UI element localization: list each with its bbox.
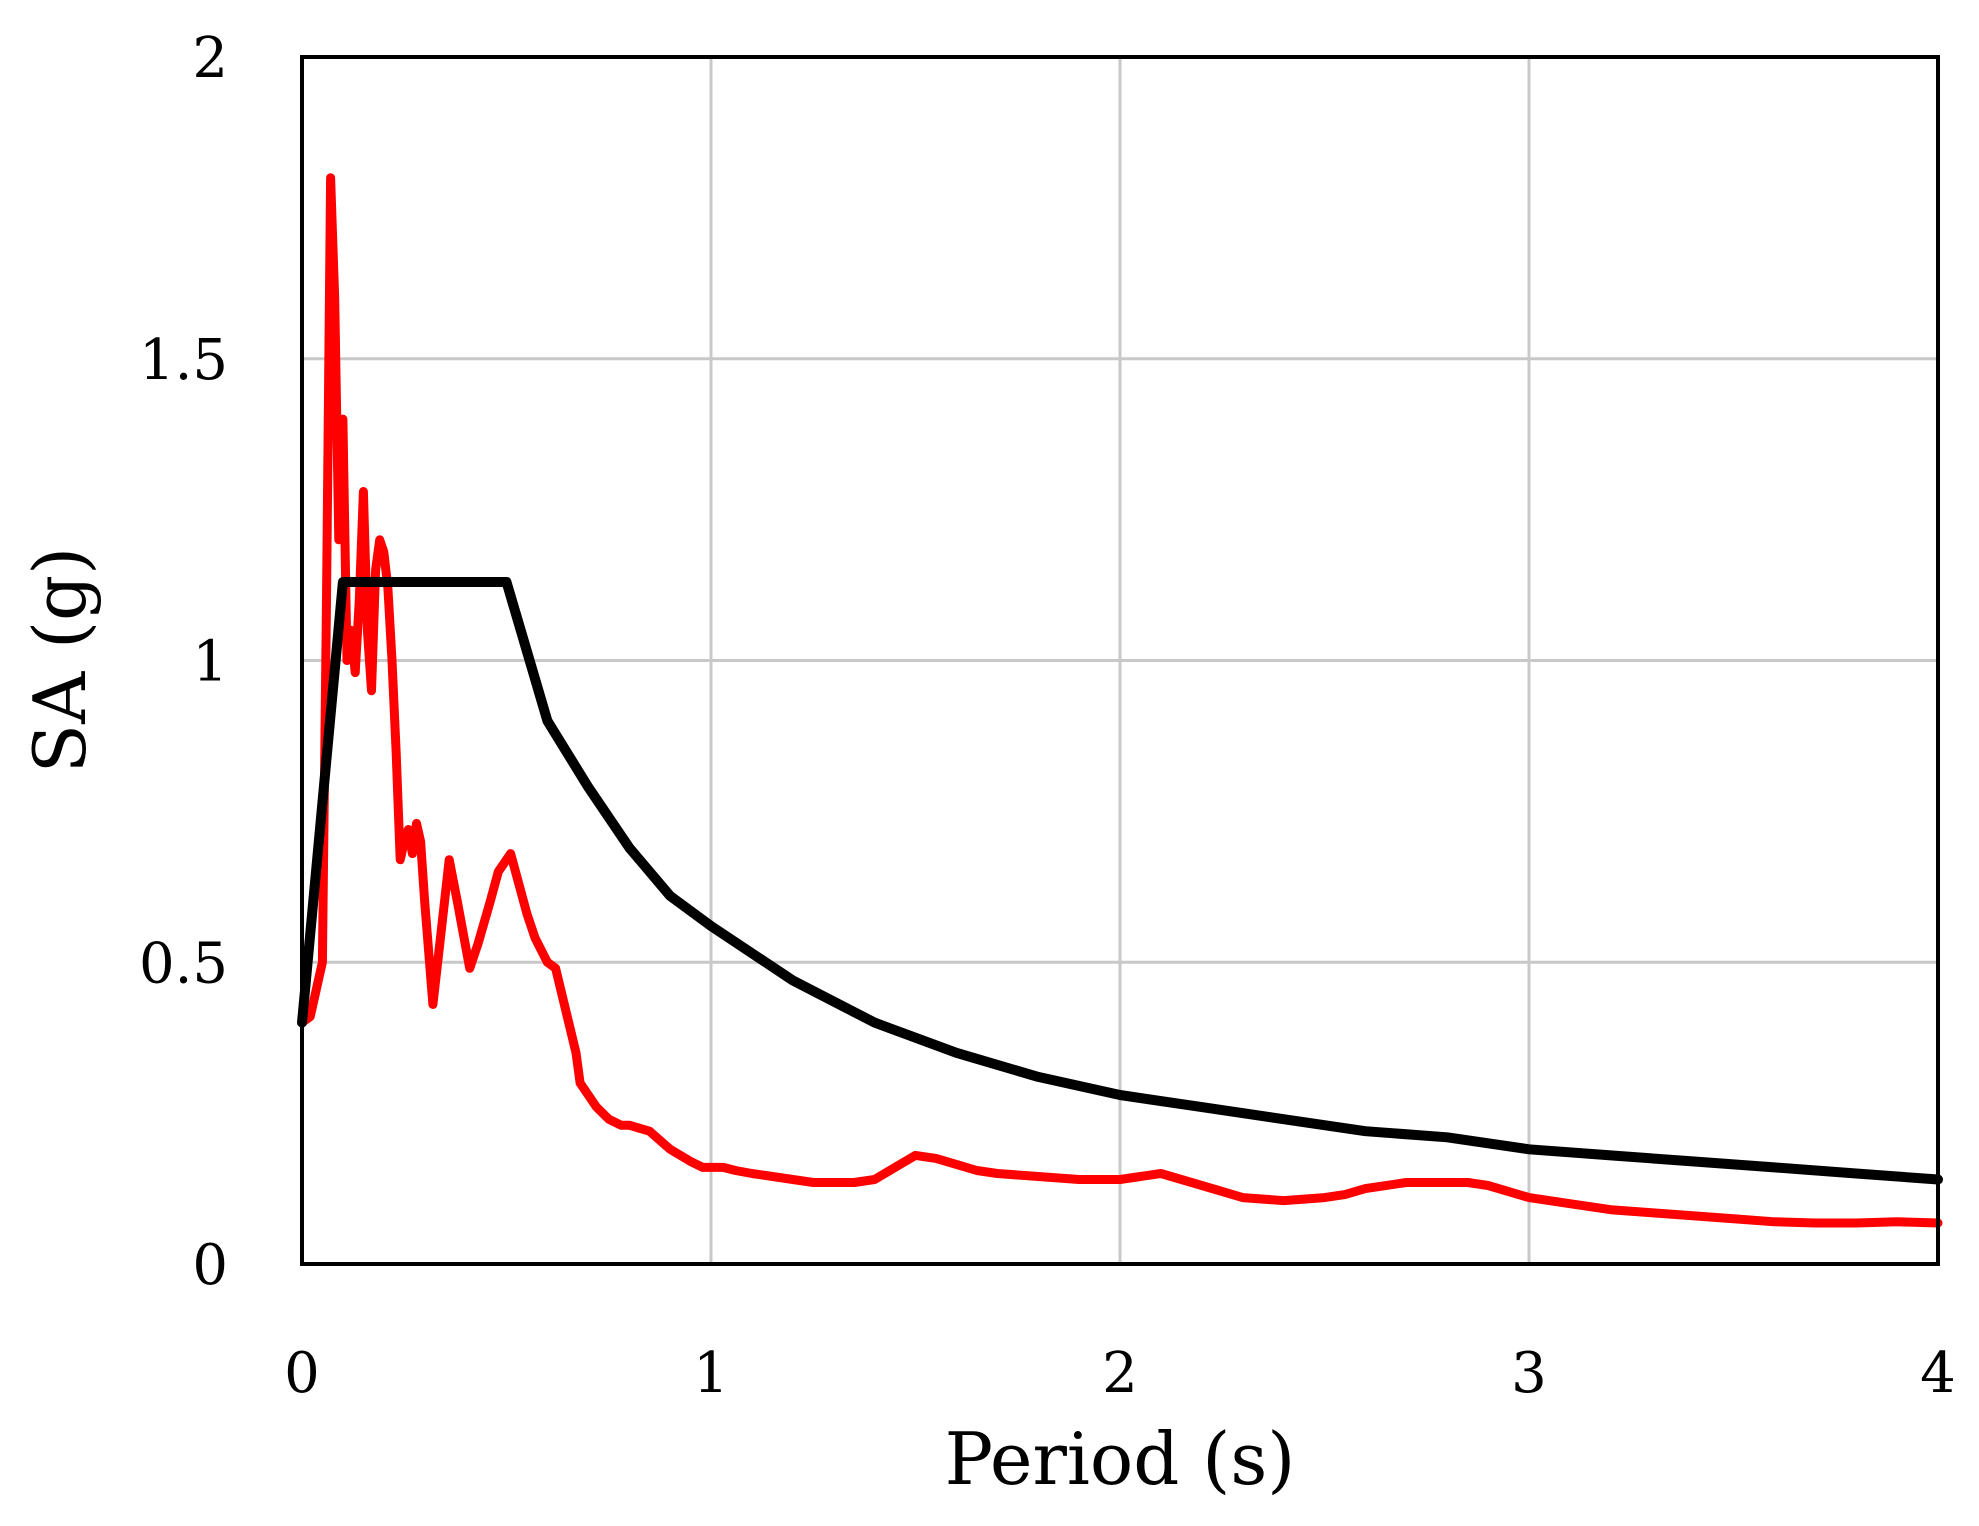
x-tick-label: 1 <box>693 1341 729 1406</box>
series-layer <box>297 173 1943 1228</box>
x-tick-label: 4 <box>1920 1341 1956 1406</box>
y-tick-label: 2 <box>192 26 228 91</box>
y-tick-label: 0.5 <box>139 931 228 996</box>
grid-layer <box>300 55 1940 1266</box>
y-axis-title: SA (g) <box>18 547 102 773</box>
y-tick-label: 1 <box>192 630 228 695</box>
y-tick-label: 1.5 <box>139 328 228 393</box>
x-tick-label: 0 <box>284 1341 320 1406</box>
plot-frame <box>300 55 1940 1266</box>
y-tick-label: 0 <box>192 1233 228 1298</box>
x-axis-title: Period (s) <box>945 1417 1296 1501</box>
tick-layer: 0 1 2 3 4 0 0.5 1 1.5 2 <box>139 26 1956 1406</box>
x-tick-label: 2 <box>1102 1341 1138 1406</box>
red-spectrum-line <box>297 173 1943 1228</box>
x-tick-label: 3 <box>1511 1341 1547 1406</box>
black-design-spectrum-line <box>297 577 1943 1185</box>
